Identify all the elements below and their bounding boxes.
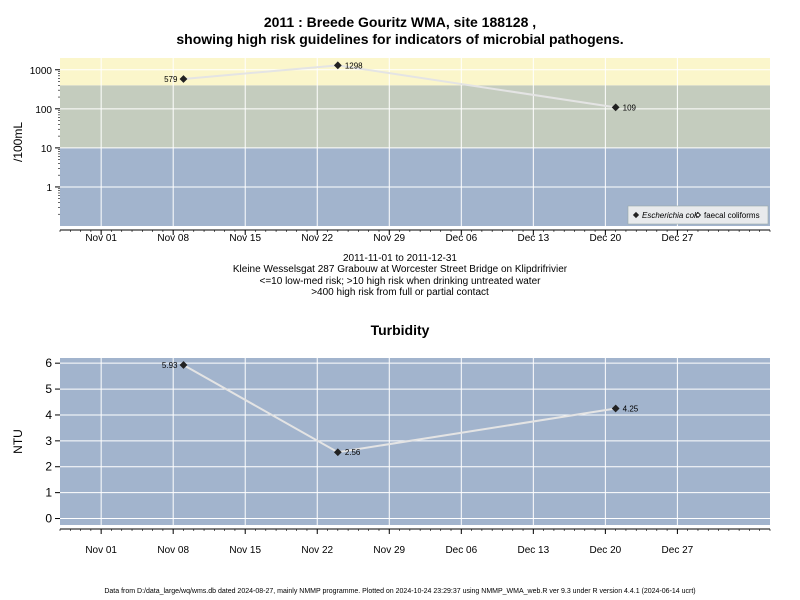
turbidity-ytick-label-0: 0 <box>45 512 52 526</box>
ecoli-ytick-label-0: 1 <box>46 183 52 194</box>
ecoli-legend-marker-1 <box>694 211 702 219</box>
turbidity-y-axis-title: NTU <box>11 429 25 454</box>
turbidity-title: Turbidity <box>370 322 430 338</box>
ecoli-xtick-label-0: Nov 01 <box>85 233 117 244</box>
turbidity-series-0-data-label-0: 5.93 <box>162 361 178 370</box>
ecoli-y-axis-title: /100mL <box>11 122 25 162</box>
ecoli-series-0-point-2 <box>611 103 620 112</box>
turbidity-series-0-data-label-1: 2.56 <box>345 448 361 457</box>
ecoli-xtick-label-7: Dec 20 <box>590 233 622 244</box>
turbidity-xtick-label-5: Dec 06 <box>445 545 477 556</box>
turbidity-xtick-label-3: Nov 22 <box>301 545 333 556</box>
ecoli-ytick-label-2: 100 <box>35 105 52 116</box>
ecoli-series-0-data-label-1: 1298 <box>345 61 363 70</box>
turbidity-xtick-label-8: Dec 27 <box>662 545 694 556</box>
ecoli-xtick-label-2: Nov 15 <box>229 233 261 244</box>
ecoli-xtick-label-1: Nov 08 <box>157 233 189 244</box>
turbidity-ytick-label-6: 6 <box>45 356 52 370</box>
ecoli-ytick-label-1: 10 <box>41 144 53 155</box>
turbidity-ytick-label-5: 5 <box>45 382 52 396</box>
ecoli-series-0-point-1 <box>333 61 342 70</box>
turbidity-series-0-point-2 <box>611 404 620 413</box>
turbidity-xtick-label-4: Nov 29 <box>373 545 405 556</box>
ecoli-series-0-data-label-2: 109 <box>623 103 637 112</box>
ecoli-xtick-label-6: Dec 13 <box>517 233 549 244</box>
turbidity-ytick-label-2: 2 <box>45 460 52 474</box>
turbidity-series-0-point-0 <box>179 361 188 369</box>
ecoli-legend-label-1: faecal coliforms <box>704 211 760 220</box>
chart-title-line2: showing high risk guidelines for indicat… <box>176 31 624 47</box>
turbidity-xtick-label-0: Nov 01 <box>85 545 117 556</box>
turbidity-xtick-label-2: Nov 15 <box>229 545 261 556</box>
ecoli-xtick-label-4: Nov 29 <box>373 233 405 244</box>
turbidity-xtick-label-7: Dec 20 <box>590 545 622 556</box>
caption-date-range: 2011-11-01 to 2011-12-31 <box>343 253 457 264</box>
ecoli-risk-band-2 <box>60 58 770 86</box>
turbidity-xtick-label-6: Dec 13 <box>517 545 549 556</box>
ecoli-xtick-label-5: Dec 06 <box>445 233 477 244</box>
turbidity-plot-background <box>60 358 770 525</box>
turbidity-ytick-label-1: 1 <box>45 486 52 500</box>
ecoli-series-0-data-label-0: 579 <box>164 75 178 84</box>
ecoli-ytick-label-3: 1000 <box>30 66 53 77</box>
turbidity-xtick-label-1: Nov 08 <box>157 545 189 556</box>
caption-drinking-risk: <=10 low-med risk; >10 high risk when dr… <box>259 276 541 287</box>
ecoli-xtick-label-8: Dec 27 <box>662 233 694 244</box>
turbidity-ytick-label-3: 3 <box>45 434 52 448</box>
turbidity-series-0-data-label-2: 4.25 <box>623 404 639 413</box>
footer-note: Data from D:/data_large/wq/wms.db dated … <box>104 588 696 595</box>
ecoli-legend-label-0: Escherichia coli <box>642 211 698 220</box>
ecoli-series-0-point-0 <box>179 75 188 83</box>
ecoli-risk-band-1 <box>60 85 770 148</box>
ecoli-xtick-label-3: Nov 22 <box>301 233 333 244</box>
caption-contact-risk: >400 high risk from full or partial cont… <box>311 287 489 298</box>
turbidity-ytick-label-4: 4 <box>45 408 52 422</box>
caption-site-name: Kleine Wesselsgat 287 Grabouw at Worcest… <box>232 264 568 275</box>
turbidity-series-0-point-1 <box>333 448 342 457</box>
chart-title-line1: 2011 : Breede Gouritz WMA, site 188128 , <box>263 14 537 30</box>
ecoli-legend-marker-0 <box>632 211 640 219</box>
